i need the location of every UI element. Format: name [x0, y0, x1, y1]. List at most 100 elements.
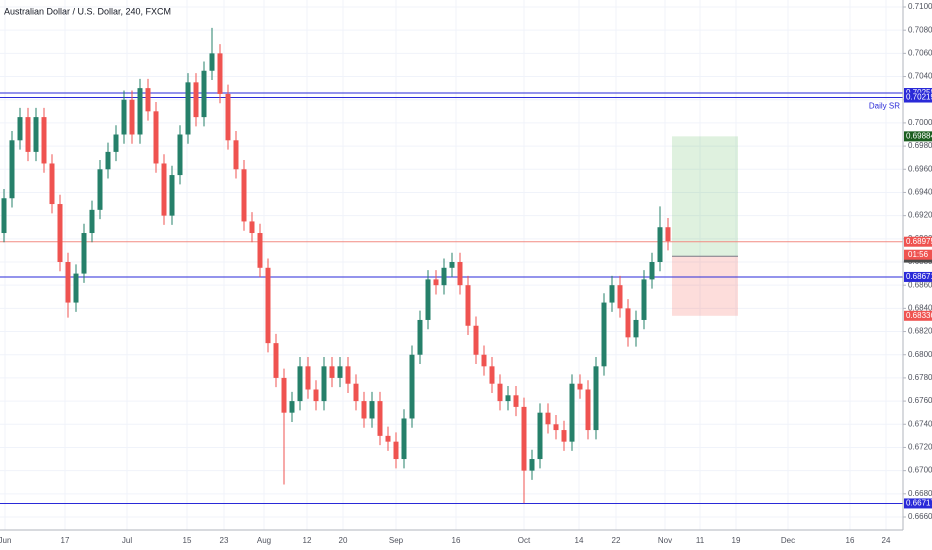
- candle-body: [49, 163, 55, 205]
- candle-body: [89, 209, 95, 234]
- candle-body: [113, 134, 119, 152]
- x-tick-label: Oct: [518, 536, 531, 545]
- candle-body: [25, 117, 31, 152]
- x-tick-label: 22: [612, 536, 621, 545]
- countdown: 01:56: [908, 250, 929, 259]
- candle-body: [297, 366, 303, 402]
- candle-body: [441, 267, 447, 286]
- candle-body: [561, 430, 567, 442]
- candle-body: [529, 459, 535, 471]
- candle-body: [105, 151, 111, 170]
- candle-body: [129, 99, 135, 135]
- x-tick-label: 17: [61, 536, 70, 545]
- candle-body: [569, 383, 575, 442]
- candle-body: [57, 204, 63, 262]
- candle-body: [329, 366, 335, 378]
- candle-body: [337, 366, 343, 378]
- candle-body: [209, 53, 215, 71]
- candle-body: [393, 441, 399, 460]
- candle-body: [185, 82, 191, 135]
- candle-body: [81, 233, 87, 274]
- candle-body: [385, 435, 391, 442]
- candle-body: [553, 424, 559, 431]
- x-tick-label: Dec: [781, 536, 795, 545]
- level-label-box: [904, 271, 932, 282]
- candle-body: [521, 406, 527, 471]
- candle-body: [169, 175, 175, 216]
- candle-body: [305, 366, 311, 390]
- candle-body: [417, 319, 423, 355]
- candle-body: [401, 418, 407, 460]
- candle-body: [585, 389, 591, 431]
- y-tick-label: 0.71000: [908, 2, 932, 11]
- candle-body: [153, 111, 159, 164]
- x-tick-label: 16: [452, 536, 461, 545]
- candle-body: [241, 169, 247, 222]
- candle-body: [577, 383, 583, 390]
- x-tick-label: 15: [183, 536, 192, 545]
- candle-body: [249, 221, 255, 234]
- candle-body: [265, 267, 271, 344]
- candle-body: [505, 395, 511, 402]
- candle-body: [121, 99, 127, 135]
- x-tick-label: 12: [303, 536, 312, 545]
- candle-body: [313, 389, 319, 402]
- candle-body: [17, 117, 23, 141]
- candle-body: [473, 325, 479, 355]
- candle-body: [217, 53, 223, 94]
- candle-body: [321, 366, 327, 402]
- candle-body: [497, 383, 503, 402]
- candle-body: [457, 262, 463, 286]
- candle-body: [33, 117, 39, 152]
- annotation: Daily SR: [869, 102, 900, 111]
- level-label: 0.70219: [906, 93, 932, 102]
- candle-body: [537, 412, 543, 460]
- x-tick-label: 24: [882, 536, 891, 545]
- candle-body: [377, 401, 383, 436]
- candle-body: [177, 134, 183, 176]
- x-tick-label: 11: [696, 536, 705, 545]
- stop-label-box: [904, 310, 932, 321]
- candle-body: [289, 401, 295, 413]
- candle-body: [233, 140, 239, 170]
- candle-body: [593, 366, 599, 431]
- candle-body: [257, 233, 263, 268]
- x-tick-label: Jun: [0, 536, 11, 545]
- candle-body: [145, 88, 151, 112]
- x-tick-label: 23: [220, 536, 229, 545]
- candle-body: [481, 354, 487, 367]
- candle-body: [665, 227, 671, 242]
- candle-body: [137, 88, 143, 135]
- candle-body: [513, 395, 519, 407]
- candle-body: [73, 273, 79, 303]
- level-label-box: [904, 236, 932, 247]
- candle-body: [161, 163, 167, 216]
- candle-body: [201, 70, 207, 118]
- x-tick-label: 14: [575, 536, 584, 545]
- level-label-box: [904, 498, 932, 509]
- candle-body: [601, 302, 607, 367]
- x-tick-label: 19: [732, 536, 741, 545]
- stop-label: 0.68336: [906, 311, 932, 320]
- candle-body: [9, 140, 15, 199]
- level-label: 0.68671: [906, 272, 932, 281]
- candle-body: [369, 401, 375, 419]
- candle-body: [193, 82, 199, 118]
- chart-title: Australian Dollar / U.S. Dollar, 240, FX…: [4, 6, 171, 16]
- x-tick-label: 16: [846, 536, 855, 545]
- level-label-box: [904, 92, 932, 103]
- candle-body: [409, 354, 415, 419]
- level-label: 0.66717: [906, 499, 932, 508]
- candle-body: [97, 169, 103, 210]
